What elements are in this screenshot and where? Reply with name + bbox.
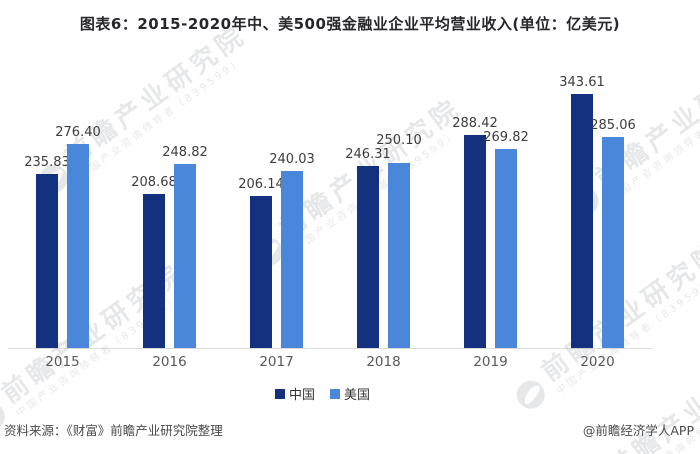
bar-美国-2018: [388, 163, 410, 348]
legend-swatch-china: [274, 388, 285, 399]
legend-item-china: 中国: [274, 384, 315, 403]
watermark-subtext: 中国产业咨询领导者（839599）: [77, 55, 246, 182]
value-label-中国-2018: 246.31: [345, 147, 391, 162]
value-label-美国-2020: 285.06: [590, 118, 636, 133]
x-tick-2015: 2015: [45, 354, 80, 370]
legend-item-usa: 美国: [330, 384, 370, 403]
watermark: 前瞻产业研究院中国产业咨询领导者（839599）: [0, 258, 197, 442]
x-tick-2020: 2020: [580, 354, 615, 370]
x-tick-2016: 2016: [152, 354, 187, 370]
x-tick-2018: 2018: [366, 354, 401, 370]
bar-中国-2019: [464, 135, 486, 348]
value-label-中国-2017: 206.14: [238, 177, 284, 192]
value-label-美国-2017: 240.03: [269, 152, 315, 167]
legend-label-china: 中国: [288, 388, 315, 403]
value-label-中国-2016: 208.68: [131, 175, 177, 190]
value-label-美国-2016: 248.82: [162, 145, 208, 160]
bar-美国-2016: [174, 164, 196, 348]
x-tick-2019: 2019: [473, 354, 508, 370]
bar-美国-2015: [67, 144, 89, 348]
watermark-subtext: 中国产业咨询领导者（839599）: [620, 368, 700, 454]
bar-中国-2017: [250, 196, 272, 348]
source-text: 资料来源：《财富》前瞻产业研究院整理: [4, 423, 223, 438]
x-tick-2017: 2017: [259, 354, 294, 370]
bar-中国-2018: [357, 166, 379, 348]
value-label-美国-2018: 250.10: [376, 133, 422, 148]
credit-text: @前瞻经济学人APP: [582, 423, 694, 438]
legend-swatch-usa: [330, 388, 340, 399]
value-label-中国-2020: 343.61: [559, 75, 605, 90]
legend: 中国 美国: [0, 384, 645, 403]
x-axis-line: [8, 348, 653, 349]
value-label-美国-2015: 276.40: [55, 125, 101, 140]
value-label-中国-2019: 288.42: [452, 116, 498, 131]
value-label-美国-2019: 269.82: [483, 130, 529, 145]
bar-中国-2016: [143, 194, 165, 348]
bar-美国-2017: [281, 171, 303, 348]
legend-label-usa: 美国: [344, 388, 371, 403]
value-label-中国-2015: 235.83: [24, 155, 70, 170]
bar-中国-2020: [571, 94, 593, 348]
bar-美国-2019: [495, 149, 517, 348]
bar-中国-2015: [36, 174, 58, 348]
bar-美国-2020: [602, 137, 624, 348]
chart-title: 图表6：2015-2020年中、美500强金融业企业平均营业收入(单位：亿美元): [79, 15, 621, 33]
